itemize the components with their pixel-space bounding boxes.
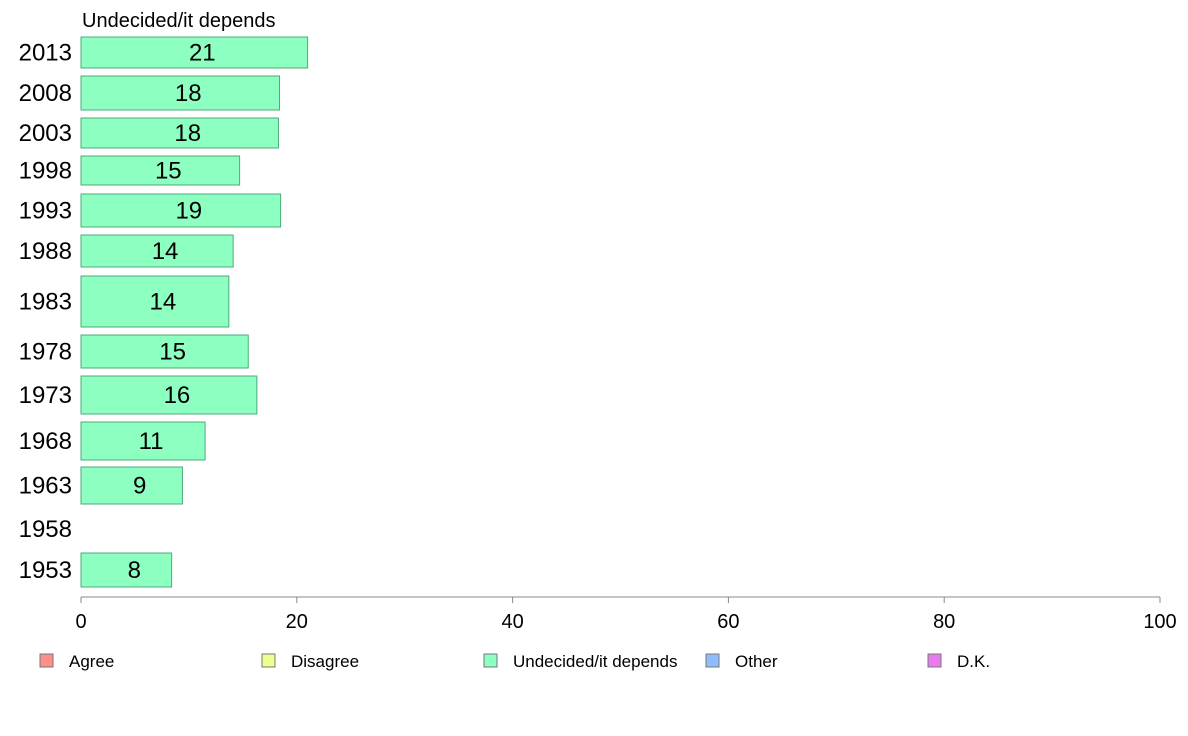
legend: Agree Disagree Undecided/it depends Other D.… — [39, 652, 990, 671]
category-label: 1978 — [19, 339, 72, 366]
category-label: 1993 — [19, 198, 72, 225]
category-label: 1988 — [19, 238, 72, 265]
value-label: 11 — [139, 428, 164, 455]
category-label: 2003 — [19, 120, 72, 147]
bar — [80, 36, 309, 69]
legend-label: D.K. — [957, 652, 990, 671]
value-label: 8 — [128, 557, 141, 584]
x-tick-label: 60 — [717, 611, 739, 633]
value-label: 18 — [175, 80, 202, 107]
x-tick-label: 100 — [1143, 611, 1176, 633]
x-tick-label: 80 — [933, 611, 955, 633]
x-axis: 0 20 40 60 80 100 — [75, 596, 1177, 633]
value-label: 21 — [189, 40, 216, 67]
legend-label: Disagree — [291, 652, 359, 671]
x-tick-label: 0 — [75, 611, 86, 633]
value-label: 14 — [150, 289, 177, 316]
category-label: 1998 — [19, 158, 72, 185]
category-label: 1973 — [19, 382, 72, 409]
legend-swatch — [39, 653, 54, 668]
category-label: 1983 — [19, 289, 72, 316]
legend-label: Undecided/it depends — [513, 652, 677, 671]
panel-title: Undecided/it depends — [82, 10, 275, 32]
bar — [80, 117, 279, 149]
bar — [80, 375, 258, 415]
bar — [80, 275, 230, 328]
value-label: 16 — [164, 382, 191, 409]
bar — [80, 155, 241, 186]
legend-swatch — [483, 653, 498, 668]
x-tick-label: 20 — [286, 611, 308, 633]
legend-swatch — [261, 653, 276, 668]
value-label: 18 — [174, 120, 201, 147]
category-label: 1958 — [19, 516, 72, 543]
legend-swatch — [927, 653, 942, 668]
bar — [80, 552, 173, 588]
category-label: 1963 — [19, 473, 72, 500]
value-label: 15 — [155, 158, 182, 185]
bar — [80, 193, 282, 228]
bar — [80, 334, 249, 369]
bar — [80, 421, 206, 461]
value-label: 9 — [133, 473, 146, 500]
x-tick-label: 40 — [501, 611, 523, 633]
bar — [80, 466, 183, 505]
category-label: 1968 — [19, 428, 72, 455]
legend-label: Other — [735, 652, 778, 671]
legend-label: Agree — [69, 652, 114, 671]
bar — [80, 75, 281, 111]
bars-layer: 2013 21 2008 18 2003 18 1998 15 1993 19 1988 14 1983… — [19, 36, 309, 588]
value-label: 14 — [152, 238, 179, 265]
category-label: 1953 — [19, 557, 72, 584]
value-label: 15 — [159, 339, 186, 366]
category-label: 2008 — [19, 80, 72, 107]
category-label: 2013 — [19, 40, 72, 67]
legend-swatch — [705, 653, 720, 668]
value-label: 19 — [175, 198, 202, 225]
bar — [80, 234, 234, 268]
